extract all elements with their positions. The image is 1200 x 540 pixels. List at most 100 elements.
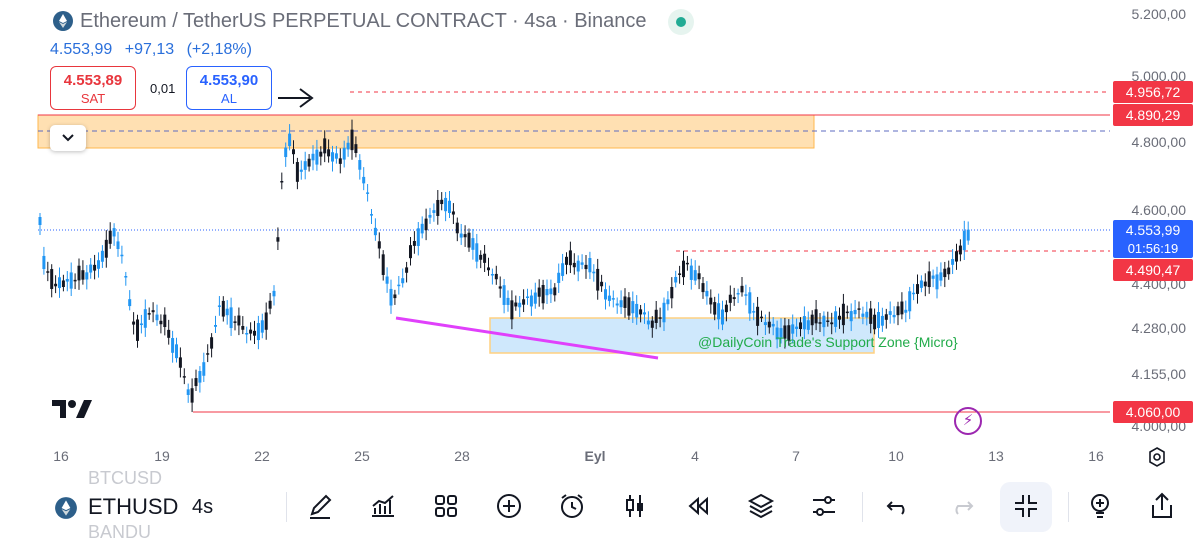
candle-body	[385, 276, 389, 284]
price-tag-4490[interactable]: 4.490,47	[1113, 259, 1193, 281]
price-tag-4060[interactable]: 4.060,00	[1113, 401, 1193, 423]
candle-body	[806, 320, 810, 330]
pencil-draw-icon[interactable]	[304, 490, 336, 522]
candle-body	[358, 160, 362, 170]
toolbar-divider	[286, 492, 287, 522]
lightning-icon[interactable]: ⚡	[954, 407, 982, 435]
candle-body	[362, 176, 366, 184]
symbol-list-prev[interactable]: BTCUSD	[88, 468, 163, 488]
candle-body	[728, 294, 732, 303]
layers-icon[interactable]	[745, 490, 777, 522]
candle-body	[381, 254, 385, 275]
candle-body	[795, 326, 799, 329]
candle-body	[139, 323, 143, 326]
candle-body	[724, 304, 728, 313]
candle-body	[214, 325, 217, 327]
candle-body	[685, 262, 689, 265]
candle-body	[565, 256, 568, 265]
candle-body	[100, 250, 104, 262]
candle-body	[615, 303, 619, 306]
candle-body	[787, 325, 791, 341]
candle-body	[619, 300, 623, 308]
buy-button[interactable]: 4.553,90 AL	[186, 66, 272, 110]
interval-selector[interactable]: 4s	[192, 496, 214, 518]
candle-body	[502, 285, 506, 305]
replay-rewind-icon[interactable]	[682, 490, 714, 522]
candle-body	[873, 314, 877, 330]
candle-body	[951, 259, 955, 265]
candle-body	[923, 281, 927, 287]
sell-button[interactable]: 4.553,89 SAT	[50, 66, 136, 110]
candle-body	[159, 320, 163, 325]
candle-body	[541, 284, 545, 304]
candle-body	[600, 281, 604, 287]
candle-body	[752, 311, 756, 313]
price-tag-4890[interactable]: 4.890,29	[1113, 104, 1193, 126]
support-zone[interactable]	[489, 317, 875, 354]
price-summary: 4.553,99 +97,13 (+2,18%)	[50, 41, 260, 59]
candle-body	[498, 286, 502, 289]
candle-body	[420, 223, 424, 234]
settings-sliders-icon[interactable]	[808, 490, 840, 522]
support-zone-label[interactable]: @DailyCoin Trade's Support Zone {Micro}	[698, 334, 958, 350]
candle-body	[802, 316, 806, 330]
candle-body	[826, 320, 830, 323]
candle-body	[553, 287, 557, 296]
price-axis-tick: 4.280,00	[1131, 320, 1187, 336]
candle-body	[46, 271, 50, 273]
chart-title[interactable]: Ethereum / TetherUS PERPETUAL CONTRACT ·…	[80, 10, 647, 32]
candle-body	[132, 321, 136, 325]
candle-body	[908, 291, 912, 312]
candle-body	[927, 271, 931, 288]
candle-body	[256, 323, 260, 341]
candlestick-type-icon[interactable]	[619, 490, 651, 522]
candle-body	[678, 273, 682, 275]
indicators-icon[interactable]	[367, 490, 399, 522]
symbol-list-next[interactable]: BANDU	[88, 522, 152, 540]
candle-body	[42, 255, 46, 270]
candle-body	[611, 298, 615, 300]
ideas-lightbulb-icon[interactable]	[1084, 490, 1116, 522]
collapse-legend-button[interactable]	[50, 125, 86, 151]
candle-body	[217, 305, 221, 307]
sell-price: 4.553,89	[63, 72, 123, 89]
date-axis-label: Eyl	[584, 448, 606, 464]
fullscreen-exit-icon[interactable]	[1010, 490, 1042, 522]
candle-body	[409, 245, 412, 259]
candle-body	[529, 295, 533, 307]
candle-body	[471, 238, 475, 250]
candle-body	[69, 272, 73, 289]
redo-icon[interactable]	[946, 490, 978, 522]
price-tag-4956[interactable]: 4.956,72	[1113, 81, 1193, 103]
undo-icon[interactable]	[882, 490, 914, 522]
candle-body	[182, 376, 186, 378]
candle-body	[627, 297, 631, 316]
candle-body	[654, 309, 658, 323]
last-price: 4.553,99	[50, 41, 113, 58]
trendline[interactable]	[395, 316, 659, 360]
candle-body	[171, 338, 175, 353]
spread-value: 0,01	[150, 81, 176, 96]
fullscreen-exit-button[interactable]	[1000, 482, 1052, 532]
candle-body	[865, 311, 869, 318]
settings-icon[interactable]	[1146, 446, 1168, 468]
candle-body	[155, 314, 159, 321]
candle-body	[233, 321, 237, 323]
candle-body	[580, 262, 584, 265]
price-chart[interactable]	[0, 0, 1110, 445]
candle-body	[814, 309, 818, 324]
candle-body	[416, 228, 420, 246]
candle-body	[366, 192, 370, 194]
candle-body	[771, 323, 775, 327]
candle-body	[838, 315, 841, 320]
alarm-clock-icon[interactable]	[556, 490, 588, 522]
arrow-annotation[interactable]	[278, 88, 314, 108]
candle-body	[194, 378, 198, 387]
symbol-selector[interactable]: ETHUSD	[88, 494, 179, 519]
grid-layout-icon[interactable]	[430, 490, 462, 522]
candle-body	[120, 254, 124, 257]
add-circle-icon[interactable]	[493, 490, 525, 522]
price-axis-tick: 4.800,00	[1131, 134, 1187, 150]
share-icon[interactable]	[1146, 490, 1178, 522]
candle-body	[572, 262, 576, 268]
